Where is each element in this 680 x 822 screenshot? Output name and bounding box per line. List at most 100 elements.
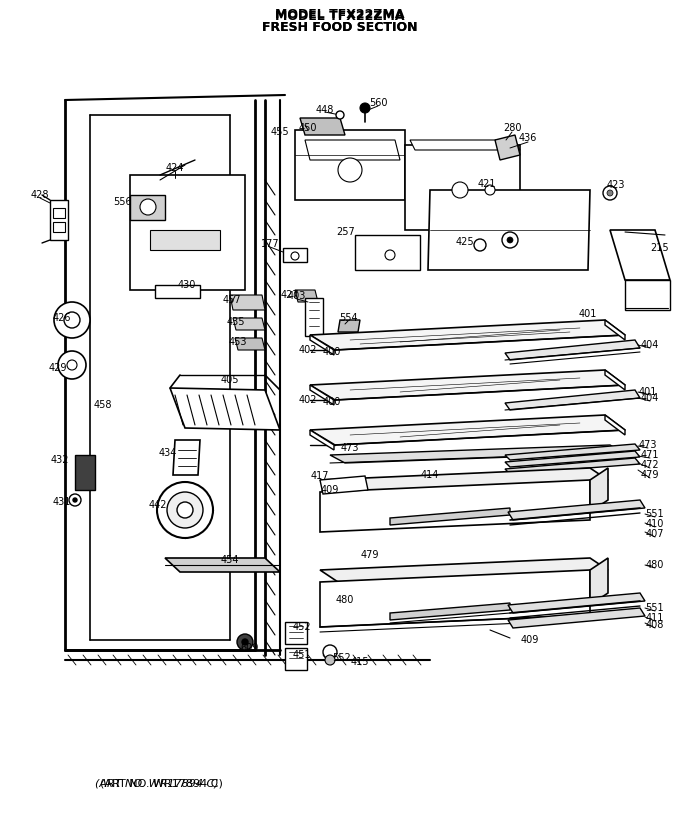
Polygon shape [295, 130, 405, 200]
Polygon shape [283, 248, 307, 262]
Polygon shape [605, 415, 625, 435]
Text: 434: 434 [159, 448, 177, 458]
Polygon shape [310, 370, 625, 400]
Circle shape [242, 639, 248, 645]
Text: 428: 428 [31, 190, 49, 200]
Circle shape [607, 190, 613, 196]
Text: 417: 417 [311, 471, 329, 481]
Circle shape [73, 498, 77, 502]
Text: 403: 403 [288, 291, 306, 301]
Text: 400: 400 [323, 347, 341, 357]
Text: 551: 551 [646, 603, 664, 613]
Text: 454: 454 [221, 555, 239, 565]
Polygon shape [310, 335, 334, 355]
Circle shape [54, 302, 90, 338]
Circle shape [237, 634, 253, 650]
Text: 609: 609 [241, 643, 259, 653]
Polygon shape [233, 318, 265, 330]
Polygon shape [230, 295, 265, 310]
Circle shape [485, 185, 495, 195]
Text: 407: 407 [646, 529, 664, 539]
Polygon shape [320, 476, 368, 494]
Text: 410: 410 [646, 519, 664, 529]
Polygon shape [295, 290, 318, 302]
Polygon shape [50, 200, 68, 240]
Polygon shape [75, 455, 95, 490]
Circle shape [69, 494, 81, 506]
Text: 448: 448 [316, 105, 334, 115]
Text: 432: 432 [51, 455, 69, 465]
Text: 429: 429 [49, 363, 67, 373]
Text: 479: 479 [641, 470, 659, 480]
Text: 215: 215 [651, 243, 669, 253]
Text: 426: 426 [53, 313, 71, 323]
Polygon shape [235, 338, 265, 350]
Text: 452: 452 [292, 622, 311, 632]
Text: 402: 402 [299, 395, 318, 405]
Polygon shape [505, 458, 640, 474]
Circle shape [167, 492, 203, 528]
Circle shape [336, 111, 344, 119]
Circle shape [177, 502, 193, 518]
Text: 480: 480 [336, 595, 354, 605]
Text: 451: 451 [293, 650, 311, 660]
Polygon shape [355, 235, 420, 270]
Text: 401: 401 [579, 309, 597, 319]
Polygon shape [505, 444, 640, 460]
Polygon shape [320, 468, 608, 492]
Polygon shape [165, 558, 280, 572]
Polygon shape [320, 558, 608, 582]
Polygon shape [310, 320, 625, 350]
Polygon shape [330, 445, 625, 463]
Polygon shape [320, 570, 590, 627]
Text: 404: 404 [641, 340, 659, 350]
Circle shape [140, 199, 156, 215]
Text: FRESH FOOD SECTION: FRESH FOOD SECTION [262, 21, 418, 34]
Text: 473: 473 [341, 443, 359, 453]
Text: 560: 560 [369, 98, 387, 108]
Text: 415: 415 [351, 657, 369, 667]
Polygon shape [625, 280, 670, 310]
Text: 280: 280 [503, 123, 522, 133]
Text: 473: 473 [639, 440, 658, 450]
Polygon shape [590, 558, 608, 605]
Circle shape [452, 182, 468, 198]
Polygon shape [155, 285, 200, 298]
Polygon shape [605, 370, 625, 390]
Circle shape [64, 312, 80, 328]
Circle shape [502, 232, 518, 248]
Polygon shape [405, 145, 520, 230]
Polygon shape [300, 118, 345, 135]
Text: 401: 401 [639, 387, 657, 397]
Polygon shape [310, 415, 625, 445]
Polygon shape [508, 500, 645, 520]
Polygon shape [508, 608, 645, 628]
Polygon shape [428, 190, 590, 270]
Circle shape [323, 645, 337, 659]
Polygon shape [310, 385, 334, 405]
Text: 400: 400 [323, 397, 341, 407]
Polygon shape [173, 440, 200, 475]
Polygon shape [305, 140, 400, 160]
Bar [285, 648, 307, 670]
Polygon shape [505, 390, 640, 410]
Text: (ART NO. WR17894 C): (ART NO. WR17894 C) [100, 778, 223, 788]
Circle shape [507, 237, 513, 243]
Text: 425: 425 [456, 237, 475, 247]
Polygon shape [610, 230, 670, 280]
Polygon shape [508, 593, 645, 613]
Text: 411: 411 [646, 613, 664, 623]
Polygon shape [170, 388, 280, 430]
Polygon shape [495, 135, 520, 160]
Text: 552: 552 [333, 653, 352, 663]
Text: 556: 556 [113, 197, 131, 207]
Text: FRESH FOOD SECTION: FRESH FOOD SECTION [262, 21, 418, 34]
Text: 472: 472 [641, 460, 660, 470]
Circle shape [157, 482, 213, 538]
Polygon shape [130, 195, 165, 220]
Text: 450: 450 [299, 123, 318, 133]
Circle shape [385, 250, 395, 260]
Polygon shape [390, 508, 510, 525]
Polygon shape [320, 480, 590, 532]
Bar [285, 622, 307, 644]
